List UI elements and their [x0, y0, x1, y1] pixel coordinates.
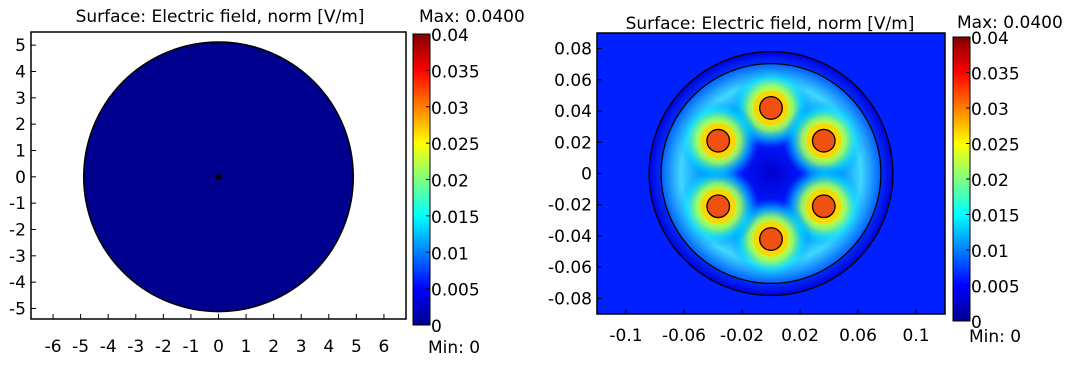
y-tick-label: 0.04: [554, 102, 592, 122]
x-tick-label: 0.1: [902, 326, 929, 346]
x-tick-label: 2: [268, 337, 279, 357]
right-colorbar: Max: 0.0400 0.040.0350.030.0250.020.0150…: [952, 13, 1063, 347]
right-plot: Surface: Electric field, norm [V/m] -0.1…: [548, 14, 946, 346]
x-tick-label: -3: [127, 337, 144, 357]
y-tick-label: 1: [15, 141, 26, 161]
colorbar-tick-label: 0.025: [971, 136, 1020, 156]
colorbar-tick-label: 0.025: [431, 135, 480, 155]
colorbar-tick-label: 0: [431, 317, 442, 337]
y-tick-label: 0.08: [554, 40, 592, 60]
x-tick-label: -1: [182, 337, 199, 357]
y-tick-label: -0.06: [548, 258, 592, 278]
y-tick-label: -4: [9, 273, 26, 293]
colorbar-tick-label: 0.01: [431, 244, 469, 264]
x-tick-label: 3: [296, 337, 307, 357]
y-tick-label: 3: [15, 89, 26, 109]
left-plot-title: Surface: Electric field, norm [V/m]: [76, 7, 365, 27]
x-tick-label: -0.1: [609, 326, 642, 346]
center-point: [215, 173, 222, 180]
outer-boundary: [648, 50, 894, 297]
right-colorbar-ticks: 0.04 0.035 0.03 0.025 0.02 0.015 0.01 0.005 0: [966, 29, 1020, 333]
conductor: [811, 128, 836, 153]
colorbar-tick-label: 0.015: [971, 207, 1020, 227]
y-tick-label: 0: [15, 168, 26, 188]
x-tick-label: 1: [241, 337, 252, 357]
right-y-ticks: 0.08 0.06 0.04 0.02 0 -0.02 -0.04 -0.06 -0.08: [548, 40, 602, 309]
y-tick-label: -3: [9, 247, 26, 267]
x-tick-label: 0.02: [781, 326, 819, 346]
left-x-ticks: -6 -5 -4 -3 -2 -1 0 1 2 3 4 5 6: [45, 314, 390, 357]
colorbar-tick-label: 0.04: [971, 29, 1009, 49]
x-tick-label: -5: [72, 337, 89, 357]
colorbar-tick-label: 0.015: [431, 208, 480, 228]
y-tick-label: -1: [9, 194, 26, 214]
right-x-ticks: -0.1 -0.06 -0.02 0.02 0.06 0.1: [609, 309, 930, 346]
colorbar-tick-label: 0.005: [971, 278, 1020, 298]
x-tick-label: -0.06: [662, 326, 706, 346]
x-tick-label: 0: [213, 337, 224, 357]
x-tick-label: 6: [379, 337, 390, 357]
y-tick-label: 0.02: [554, 133, 592, 153]
left-colorbar-max: Max: 0.0400: [419, 7, 525, 27]
colorbar-tick-label: 0.03: [431, 99, 469, 119]
left-y-ticks: 5 4 3 2 1 0 -1 -2 -3 -4 -5: [9, 36, 36, 319]
y-tick-label: -2: [9, 220, 26, 240]
conductor: [811, 194, 836, 219]
x-tick-label: 5: [351, 337, 362, 357]
y-tick-label: -0.08: [548, 289, 592, 309]
conductor: [706, 194, 731, 219]
x-tick-label: -2: [155, 337, 172, 357]
colorbar-tick-label: 0.01: [971, 242, 1009, 262]
right-colorbar-min: Min: 0: [969, 327, 1021, 347]
inner-boundary: [660, 62, 882, 285]
colorbar-tick-label: 0.035: [971, 65, 1020, 85]
right-plot-title: Surface: Electric field, norm [V/m]: [626, 14, 915, 34]
y-tick-label: 5: [15, 36, 26, 56]
colorbar-tick-label: 0: [971, 313, 982, 333]
colorbar-tick-label: 0.005: [431, 281, 480, 301]
conductor: [759, 227, 783, 252]
conductor: [759, 95, 783, 120]
conductors: [706, 95, 836, 252]
y-tick-label: 0: [581, 165, 592, 185]
colorbar-tick-label: 0.035: [431, 62, 480, 82]
colorbar-tick-label: 0.04: [431, 26, 469, 46]
y-tick-label: -0.02: [548, 196, 592, 216]
x-tick-label: -0.02: [720, 326, 764, 346]
left-plot: Surface: Electric field, norm [V/m] -6 -5…: [9, 7, 407, 357]
x-tick-label: 4: [323, 337, 334, 357]
y-tick-label: 0.06: [554, 71, 592, 91]
colorbar-tick-label: 0.02: [971, 171, 1009, 191]
conductor: [706, 128, 731, 153]
left-colorbar-ticks: 0.04 0.035 0.03 0.025 0.02 0.015 0.01 0.005 0: [426, 26, 480, 337]
left-colorbar-min: Min: 0: [428, 338, 480, 358]
y-tick-label: 2: [15, 115, 26, 135]
right-colorbar-max: Max: 0.0400: [957, 13, 1063, 33]
y-tick-label: -5: [9, 299, 26, 319]
left-colorbar: Max: 0.0400 0.040.0350.030.0250.020.0150…: [412, 7, 525, 358]
y-tick-label: 4: [15, 62, 26, 82]
colorbar-tick-label: 0.03: [971, 100, 1009, 120]
x-tick-label: -4: [100, 337, 117, 357]
x-tick-label: -6: [45, 337, 62, 357]
colorbar-tick-label: 0.02: [431, 172, 469, 192]
x-tick-label: 0.06: [839, 326, 877, 346]
y-tick-label: -0.04: [548, 227, 592, 247]
